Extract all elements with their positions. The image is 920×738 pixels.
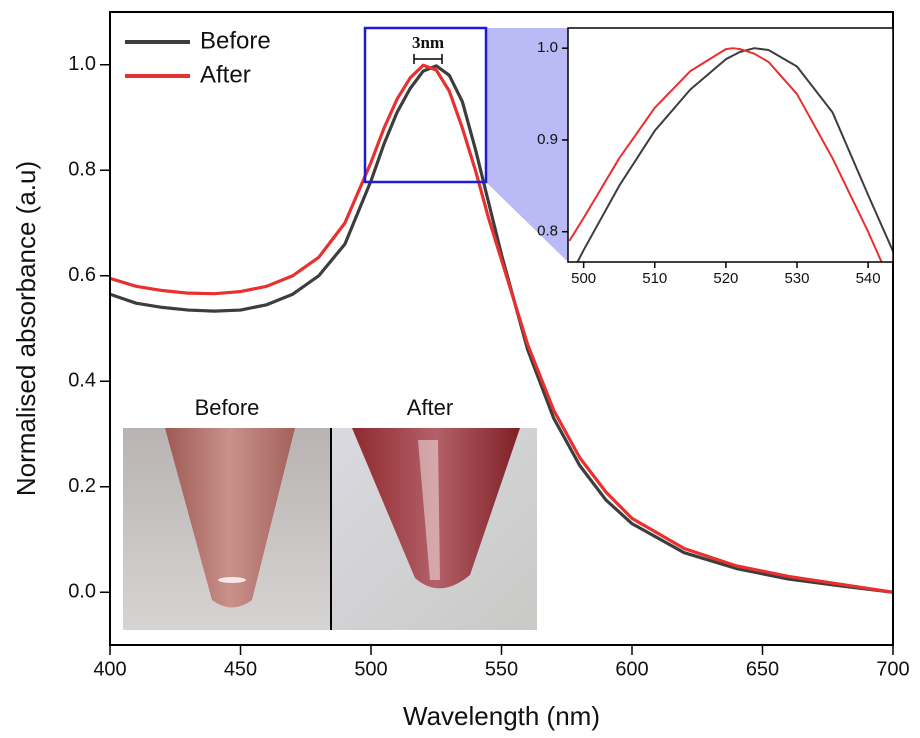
x-tick-label: 520 (713, 270, 738, 287)
y-tick-label: 0.4 (68, 370, 96, 392)
x-tick-label: 700 (876, 658, 909, 680)
zoom-connector (486, 28, 568, 262)
y-axis-title: Normalised absorbance (a.u) (11, 161, 41, 496)
data-line (110, 63, 893, 594)
y-tick-label: 0.6 (68, 264, 96, 286)
y-tick-label: 0.9 (537, 131, 558, 148)
series-group (568, 47, 893, 262)
photo-label: After (407, 395, 453, 420)
decorations: Before After 3nm (123, 26, 568, 630)
tube-glare (418, 440, 440, 580)
x-tick-label: 450 (224, 658, 257, 680)
x-axis-title: Wavelength (nm) (403, 701, 600, 731)
x-tick-label: 530 (784, 270, 809, 287)
y-tick-label: 1.0 (68, 53, 96, 75)
tube-before (165, 428, 295, 608)
plot-background (568, 28, 893, 262)
peak-shift-label: 3nm (412, 33, 444, 52)
plot-frame (567, 27, 894, 263)
x-tick-label: 510 (642, 270, 667, 287)
inset-plot: 500 510 520 530 540 0.8 0.9 1.0 (537, 27, 894, 287)
main-plot: 400 450 500 550 600 650 700 0.0 0.2 0.4 0.6 0.8 1.0 W… (11, 11, 910, 731)
photo-label: Before (195, 395, 260, 420)
data-line (110, 64, 893, 594)
y-tick-label: 1.0 (537, 39, 558, 56)
y-tick-label: 0.8 (537, 223, 558, 240)
x-tick-label: 650 (746, 658, 779, 680)
tube-glare (218, 577, 246, 583)
y-tick-label: 0.8 (68, 159, 96, 181)
legend-label: Before (200, 27, 271, 54)
data-line (568, 47, 883, 262)
zoom-box (363, 26, 488, 184)
x-tick-label: 500 (571, 270, 596, 287)
x-tick-label: 400 (93, 658, 126, 680)
x-tick-label: 540 (856, 270, 881, 287)
legend-label: After (200, 61, 251, 88)
y-tick-label: 0.2 (68, 475, 96, 497)
x-tick-label: 550 (485, 658, 518, 680)
x-tick-label: 500 (354, 658, 387, 680)
x-tick-label: 600 (615, 658, 648, 680)
data-line (576, 47, 893, 262)
tube-after (352, 428, 520, 589)
series-group (110, 63, 893, 594)
y-tick-label: 0.0 (68, 581, 96, 603)
